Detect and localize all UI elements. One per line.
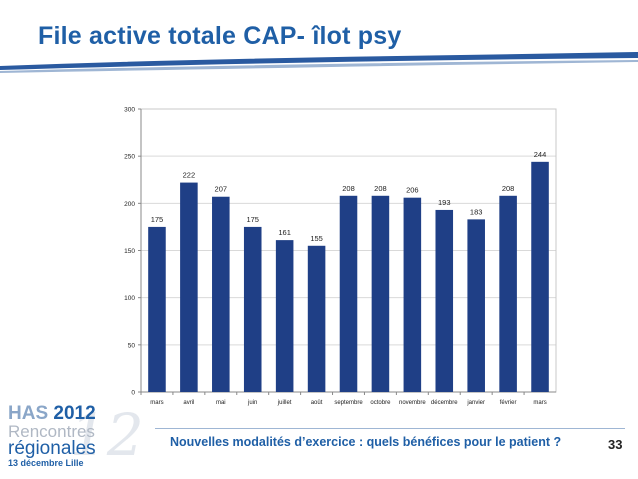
x-tick-label: avril (183, 400, 194, 406)
chart-labels: 175 mars 222 avril 207 mai 175 juin 161 juillet 15… (150, 150, 546, 406)
bar-value-label: 161 (278, 228, 291, 237)
slide-title: File active totale CAP- îlot psy (38, 22, 402, 50)
title-swoosh-decoration (0, 52, 638, 73)
y-tick-label: 0 (131, 390, 135, 397)
footer-text: Nouvelles modalités d’exercice : quels b… (170, 435, 562, 449)
bar (148, 226, 166, 392)
y-tick-label: 200 (124, 201, 135, 208)
y-tick-label: 100 (124, 295, 135, 302)
bar (499, 195, 517, 392)
logo-has-line: HAS 2012 (8, 403, 96, 425)
bar (243, 226, 262, 392)
bar (371, 195, 390, 392)
bar (403, 197, 422, 392)
x-tick-label: février (500, 400, 517, 406)
x-tick-label: septembre (334, 400, 363, 406)
x-tick-label: août (311, 400, 323, 406)
x-tick-label: janvier (466, 400, 485, 406)
logo-regionales: régionales (8, 438, 96, 459)
bar (435, 209, 454, 392)
bar (307, 245, 326, 392)
logo-date: 13 décembre Lille (8, 458, 84, 468)
bar-value-label: 244 (534, 150, 547, 159)
chart-bars (148, 161, 549, 392)
logo-rencontres: Rencontres (8, 422, 95, 441)
y-tick-label: 50 (128, 342, 136, 349)
bar-value-label: 175 (246, 215, 259, 224)
bar-value-label: 155 (310, 234, 323, 243)
x-tick-label: juillet (277, 400, 292, 406)
x-tick-label: mars (533, 400, 546, 406)
bar-value-label: 208 (342, 184, 355, 193)
bar-value-label: 208 (502, 184, 515, 193)
bar-value-label: 183 (470, 207, 483, 216)
x-tick-label: mars (150, 400, 163, 406)
x-tick-label: juin (247, 400, 257, 406)
bar-value-label: 207 (215, 185, 228, 194)
bar-value-label: 222 (183, 171, 196, 180)
bar (339, 195, 358, 392)
x-tick-label: novembre (399, 400, 426, 406)
x-tick-label: octobre (370, 400, 391, 406)
x-tick-label: mai (216, 400, 226, 406)
page-number: 33 (608, 437, 623, 452)
bar (531, 161, 549, 392)
bar (467, 219, 485, 392)
y-tick-label: 300 (124, 107, 135, 114)
footer-divider (155, 428, 625, 429)
bar-value-label: 206 (406, 186, 419, 195)
logo-has: HAS (8, 403, 49, 424)
has-rencontres-logo: 12 HAS 2012 Rencontres régionales 13 déc… (8, 401, 144, 473)
bar (275, 240, 294, 392)
y-tick-label: 250 (124, 154, 135, 161)
x-tick-label: décembre (431, 400, 458, 406)
logo-year: 2012 (53, 403, 96, 424)
bar-value-label: 193 (438, 198, 451, 207)
y-tick-label: 150 (124, 248, 135, 255)
bar-value-label: 175 (151, 215, 164, 224)
bar (212, 196, 230, 392)
bar-value-label: 208 (374, 184, 387, 193)
bar (180, 182, 198, 392)
